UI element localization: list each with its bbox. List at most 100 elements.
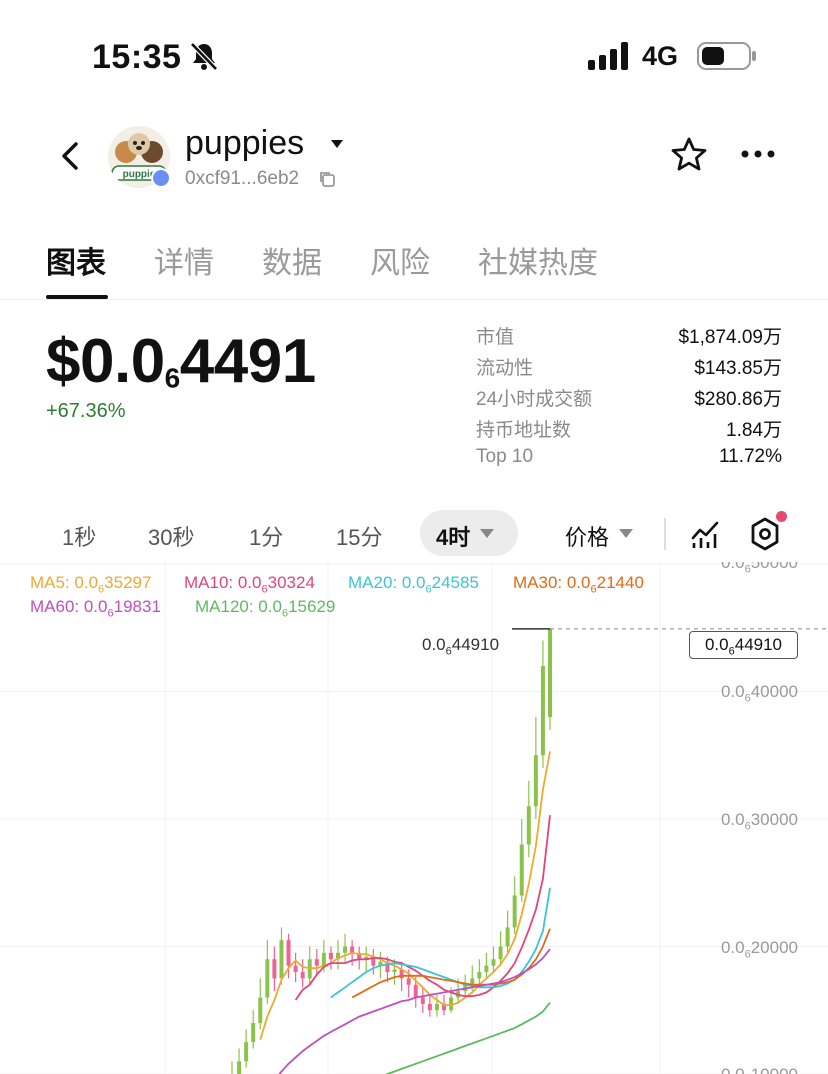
price-type-select[interactable]: 价格 xyxy=(565,525,610,550)
copy-icon[interactable] xyxy=(318,170,336,188)
ma30-legend-rest: 21440 xyxy=(596,573,644,592)
battery-icon xyxy=(697,42,756,70)
ma10-legend-prefix: MA10: 0.0 xyxy=(184,573,262,592)
candle-body xyxy=(406,978,411,985)
tab-chart[interactable]: 图表 xyxy=(46,247,106,280)
cur-prefix: 0.0 xyxy=(704,635,729,654)
ma120-legend: MA120: 0.0615629 xyxy=(195,597,335,619)
candle-body xyxy=(449,997,454,1011)
cur-rest: 44910 xyxy=(734,635,783,654)
high-price-label: 0.0644910 xyxy=(422,635,499,657)
ethereum-chain-icon xyxy=(151,168,171,188)
candle-body xyxy=(498,946,503,960)
ma60-legend-rest: 19831 xyxy=(113,597,161,616)
candle-body xyxy=(258,997,263,1023)
y-tick-prefix: 0.0 xyxy=(720,810,745,829)
ma5-legend-rest: 35297 xyxy=(104,573,152,592)
stat-value: 1.84万 xyxy=(726,420,782,441)
timeframe-4h-button[interactable] xyxy=(420,510,518,556)
candle-body xyxy=(505,927,510,947)
candle-body xyxy=(427,1003,432,1011)
market-stats: 市值 $1,874.09万 流动性 $143.85万 24小时成交额 $280.… xyxy=(476,320,782,475)
timeframe-4h-label[interactable]: 4时 xyxy=(436,525,471,550)
stat-row: 持币地址数 1.84万 xyxy=(476,413,782,444)
high-sub: 6 xyxy=(445,645,452,658)
status-time: 15:35 xyxy=(92,38,182,76)
price-zero-count: 6 xyxy=(164,362,181,394)
cellular-signal-icon xyxy=(588,42,628,70)
ma20-legend-rest: 24585 xyxy=(431,573,479,592)
y-tick-label: 0.0630000 xyxy=(721,810,798,832)
candle-body xyxy=(477,972,482,979)
ma10-line xyxy=(294,815,551,1001)
ma5-legend-prefix: MA5: 0.0 xyxy=(30,573,99,592)
y-tick-prefix: 0.0 xyxy=(720,938,745,957)
chevron-down-icon[interactable] xyxy=(331,140,343,148)
y-tick-sub: 6 xyxy=(744,563,751,576)
y-tick-sub: 6 xyxy=(744,820,751,833)
token-header: puppie puppies 0xcf91...6eb2 xyxy=(0,112,828,202)
candlestick-chart[interactable] xyxy=(0,562,828,1074)
candle-body xyxy=(343,946,348,953)
candle-body xyxy=(385,961,390,972)
chevron-down-icon[interactable] xyxy=(480,529,494,538)
back-arrow-icon[interactable] xyxy=(56,138,84,174)
tab-data[interactable]: 数据 xyxy=(262,247,322,280)
current-price: $0.064491 xyxy=(46,326,316,397)
tab-details[interactable]: 详情 xyxy=(154,247,214,280)
candle-body xyxy=(484,965,489,972)
candle-body xyxy=(265,959,270,998)
network-type: 4G xyxy=(642,41,679,71)
stat-value: $280.86万 xyxy=(694,389,782,410)
candle-body xyxy=(533,755,538,807)
candle-body xyxy=(526,806,531,845)
timeframe-bar: 1秒 30秒 1分 15分 4时 价格 xyxy=(0,508,828,560)
y-tick-rest: 10000 xyxy=(751,1065,798,1074)
timeframe-15m[interactable]: 15分 xyxy=(336,525,383,550)
indicator-icon[interactable] xyxy=(690,518,722,550)
candle-body xyxy=(548,628,552,717)
price-prefix: $0.0 xyxy=(46,327,165,396)
mute-bell-icon xyxy=(190,42,218,71)
ma120-legend-prefix: MA120: 0.0 xyxy=(195,597,282,616)
candle-body xyxy=(237,1061,242,1074)
tab-risk[interactable]: 风险 xyxy=(370,247,430,280)
more-options-icon[interactable] xyxy=(740,148,776,160)
ma60-legend: MA60: 0.0619831 xyxy=(30,597,161,619)
ma60-legend-prefix: MA60: 0.0 xyxy=(30,597,108,616)
ma30-legend-sub: 6 xyxy=(590,583,597,596)
ma60-legend-sub: 6 xyxy=(107,607,114,620)
ma120-line xyxy=(384,1002,551,1074)
ma5-legend-sub: 6 xyxy=(98,583,105,596)
chart-settings-icon[interactable] xyxy=(748,516,782,552)
price-chart[interactable]: MA5: 0.0635297 MA10: 0.0630324 MA20: 0.0… xyxy=(0,562,828,1074)
ma120-legend-rest: 15629 xyxy=(288,597,336,616)
candle-body xyxy=(244,1042,249,1062)
chevron-down-icon[interactable] xyxy=(619,529,633,538)
active-tab-indicator xyxy=(46,295,108,299)
candle-body xyxy=(540,666,545,756)
candle-body xyxy=(272,959,277,979)
timeframe-1m[interactable]: 1分 xyxy=(249,525,284,550)
high-rest: 44910 xyxy=(451,635,500,654)
candle-body xyxy=(314,959,319,966)
y-tick-label: 0.0610000 xyxy=(721,1065,798,1074)
token-name[interactable]: puppies xyxy=(185,124,305,162)
candle-body xyxy=(350,946,355,953)
stat-value: $1,874.09万 xyxy=(678,327,782,348)
timeframe-1s[interactable]: 1秒 xyxy=(62,525,97,550)
favorite-star-icon[interactable] xyxy=(670,136,708,174)
y-tick-rest: 30000 xyxy=(750,810,798,829)
candle-body xyxy=(434,1003,439,1011)
ma10-legend: MA10: 0.0630324 xyxy=(184,573,315,595)
tab-social[interactable]: 社媒热度 xyxy=(478,247,598,280)
stat-label: Top 10 xyxy=(476,446,534,467)
ma10-legend-sub: 6 xyxy=(261,583,268,596)
y-tick-prefix: 0.0 xyxy=(721,1065,745,1074)
y-tick-label: 0.0640000 xyxy=(721,682,798,704)
candle-body xyxy=(420,997,425,1004)
stat-value: $143.85万 xyxy=(694,358,782,379)
timeframe-30s[interactable]: 30秒 xyxy=(148,525,195,550)
candle-body xyxy=(328,952,333,960)
ma10-legend-rest: 30324 xyxy=(267,573,315,592)
